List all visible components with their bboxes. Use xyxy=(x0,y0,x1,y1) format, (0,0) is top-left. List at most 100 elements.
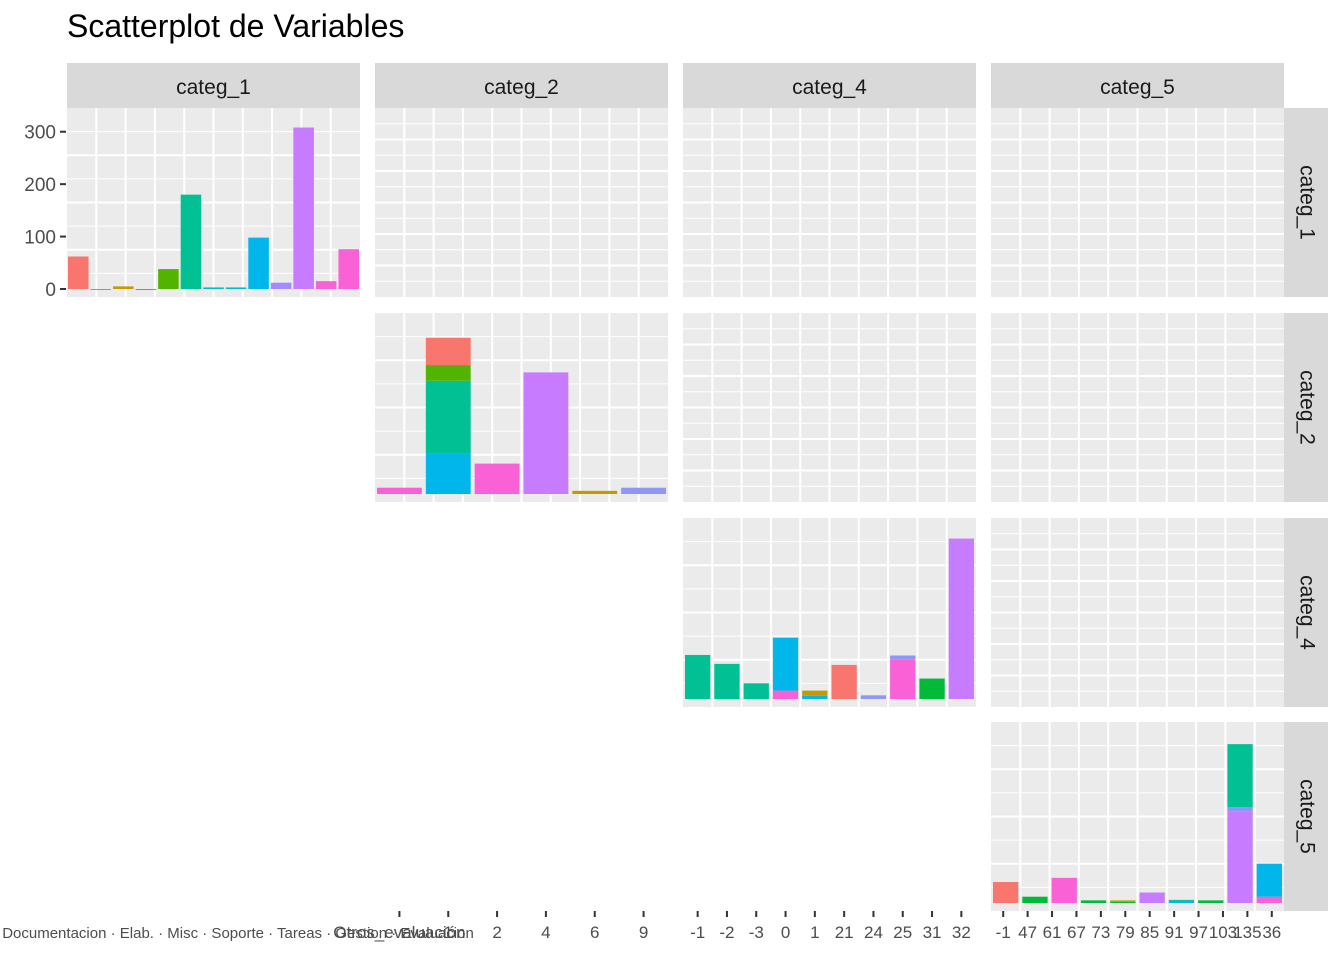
x-tick-label-categ_5-6: 85 xyxy=(1140,923,1159,942)
bar-categ_2-1-3 xyxy=(425,337,471,366)
bar-categ_5-8-2 xyxy=(1227,744,1253,808)
bar-categ_1-12 xyxy=(338,249,359,289)
bar-categ_1-5 xyxy=(180,194,202,289)
bar-categ_5-0-0 xyxy=(993,882,1019,903)
bar-categ_5-2-0 xyxy=(1051,877,1077,903)
y-tick-label-100: 100 xyxy=(24,228,56,249)
bar-categ_5-6-1 xyxy=(1168,899,1195,901)
facet-col-strip-categ_2 xyxy=(375,63,668,108)
x-tick-label-categ_4-3: 0 xyxy=(781,923,790,942)
bar-categ_4-5-0 xyxy=(831,664,857,699)
facet-row-label-categ_1: categ_1 xyxy=(1295,165,1318,240)
bar-categ_4-9-0 xyxy=(948,538,974,699)
y-tick-label-300: 300 xyxy=(24,123,56,144)
bar-categ_4-4-0 xyxy=(802,695,828,699)
bar-categ_5-8-1 xyxy=(1227,807,1253,812)
bar-categ_4-2-0 xyxy=(743,683,769,699)
bar-categ_2-2-0 xyxy=(474,463,520,494)
facet-col-label-categ_5: categ_5 xyxy=(1100,76,1175,99)
x-tick-label-categ_2-3: 4 xyxy=(541,923,550,942)
bar-categ_1-11 xyxy=(315,281,337,289)
facet-row-strip-categ_2 xyxy=(1284,313,1328,502)
bar-categ_2-5-0 xyxy=(621,487,666,494)
bar-categ_1-3 xyxy=(135,289,157,290)
x-tick-label-categ_2-4: 6 xyxy=(590,923,599,942)
facet-row-label-categ_4: categ_4 xyxy=(1295,575,1318,650)
bar-categ_5-7-0 xyxy=(1198,900,1224,903)
x-tick-label-categ_2-0: Otros_evaluación xyxy=(333,923,465,942)
bar-categ_1-4 xyxy=(158,269,179,289)
facet-col-strip-categ_1 xyxy=(67,63,360,108)
panel-lower-3-0 xyxy=(67,722,360,911)
x-tick-label-categ_1: Otros · Documentacion · Elab. · Misc · S… xyxy=(0,925,474,942)
facet-col-strip-categ_5 xyxy=(991,63,1284,108)
x-tick-label-categ_2-5: 9 xyxy=(639,923,648,942)
x-tick-label-categ_5-7: 91 xyxy=(1165,923,1184,942)
panel-lower-2-0 xyxy=(67,518,360,707)
facet-row-strip-categ_5 xyxy=(1284,722,1328,911)
x-tick-label-categ_5-1: 47 xyxy=(1018,923,1037,942)
x-tick-label-categ_2-2: 2 xyxy=(492,923,501,942)
bar-categ_4-6-0 xyxy=(860,695,887,699)
bar-categ_1-2 xyxy=(113,286,134,289)
x-tick-label-categ_4-5: 21 xyxy=(835,923,854,942)
bar-categ_5-9-1 xyxy=(1256,863,1282,897)
bar-categ_1-6 xyxy=(203,287,224,289)
bar-categ_5-3-0 xyxy=(1080,900,1107,903)
x-tick-label-categ_5-11: 36 xyxy=(1262,923,1281,942)
facet-row-strip-categ_1 xyxy=(1284,108,1328,297)
facet-col-label-categ_2: categ_2 xyxy=(484,76,559,99)
panel-lower-2-1 xyxy=(375,518,668,707)
bar-categ_1-0 xyxy=(68,256,89,289)
bar-categ_1-9 xyxy=(270,282,292,289)
bar-categ_5-1-0 xyxy=(1022,896,1048,903)
x-tick-label-categ_2-1: 1 xyxy=(444,923,453,942)
x-tick-label-categ_4-9: 32 xyxy=(952,923,971,942)
bar-categ_4-8-0 xyxy=(919,678,945,699)
x-tick-label-categ_4-8: 31 xyxy=(923,923,942,942)
bar-categ_4-3-0 xyxy=(772,690,799,699)
bar-categ_4-0-0 xyxy=(685,654,711,699)
x-tick-label-categ_5-5: 79 xyxy=(1116,923,1135,942)
bar-categ_5-5-0 xyxy=(1139,892,1165,903)
bar-categ_1-1 xyxy=(90,289,112,290)
bar-categ_1-7 xyxy=(225,287,247,289)
x-tick-label-categ_5-10: 135 xyxy=(1233,923,1261,942)
x-tick-label-categ_5-4: 73 xyxy=(1091,923,1110,942)
bar-categ_5-9-0 xyxy=(1256,896,1282,903)
facet-col-label-categ_1: categ_1 xyxy=(176,76,251,99)
bar-categ_4-7-1 xyxy=(890,655,916,660)
x-tick-label-categ_5-2: 61 xyxy=(1043,923,1062,942)
chart-title: Scatterplot de Variables xyxy=(67,8,405,44)
x-tick-label-categ_4-2: -3 xyxy=(749,923,764,942)
panel-lower-3-1 xyxy=(375,722,668,911)
x-tick-label-categ_5-9: 103 xyxy=(1209,923,1237,942)
bar-categ_2-3-0 xyxy=(523,372,569,494)
x-tick-label-categ_4-6: 24 xyxy=(864,923,883,942)
x-tick-label-categ_5-3: 67 xyxy=(1067,923,1086,942)
facet-row-label-categ_5: categ_5 xyxy=(1295,779,1318,854)
bar-categ_2-0-0 xyxy=(377,487,422,494)
facet-col-label-categ_4: categ_4 xyxy=(792,76,867,99)
bar-categ_5-6-0 xyxy=(1168,900,1195,903)
bar-categ_4-4-1 xyxy=(802,690,828,696)
x-tick-label-categ_4-7: 25 xyxy=(893,923,912,942)
x-tick-label-categ_5-8: 97 xyxy=(1189,923,1208,942)
x-tick-label-categ_4-1: -2 xyxy=(719,923,734,942)
bar-categ_5-8-0 xyxy=(1227,811,1253,903)
x-tick-label-categ_4-0: -1 xyxy=(690,923,705,942)
bar-categ_2-1-2 xyxy=(425,365,471,381)
bar-categ_2-1-0 xyxy=(425,453,471,494)
x-tick-label-categ_4-4: 1 xyxy=(810,923,819,942)
x-tick-label-categ_5-0: -1 xyxy=(996,923,1011,942)
bar-categ_4-3-1 xyxy=(772,637,799,691)
bar-categ_1-10 xyxy=(293,127,314,290)
bar-categ_1-8 xyxy=(248,237,269,289)
bar-categ_4-1-0 xyxy=(714,663,740,699)
bar-categ_2-1-1 xyxy=(425,380,471,454)
y-tick-label-200: 200 xyxy=(24,175,56,196)
panel-lower-3-2 xyxy=(683,722,976,911)
facet-row-strip-categ_4 xyxy=(1284,518,1328,707)
